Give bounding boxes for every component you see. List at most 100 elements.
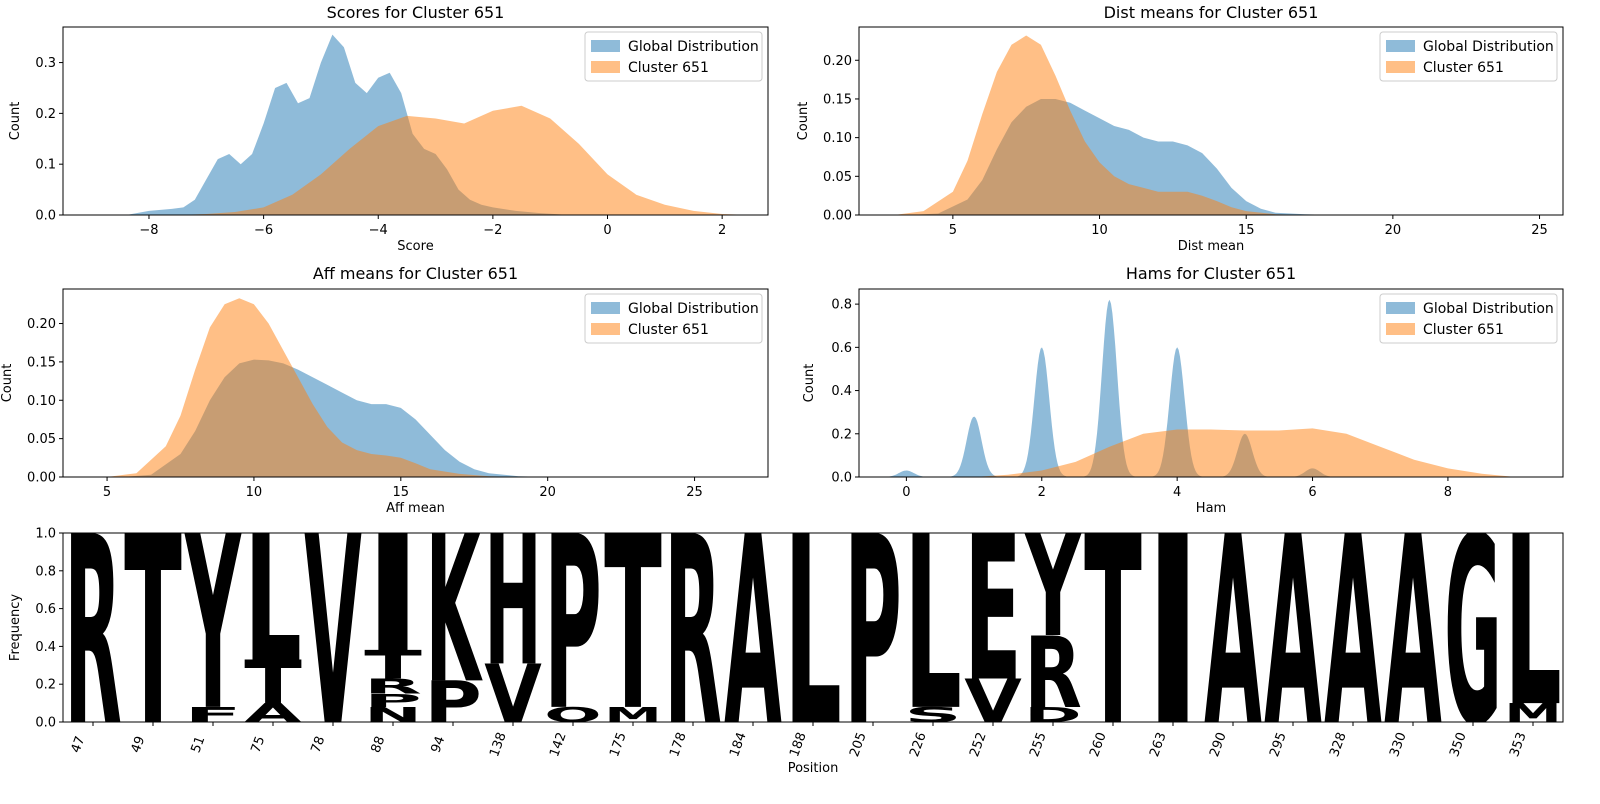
logo-letter: V <box>304 481 362 783</box>
x-tick-label: 260 <box>1087 730 1110 758</box>
x-tick-label: 330 <box>1387 730 1410 758</box>
x-tick-label: 75 <box>249 734 269 755</box>
x-tick-label: 51 <box>189 734 209 755</box>
x-tick-label: 175 <box>607 730 630 758</box>
legend: Global Distribution Cluster 651 <box>1379 293 1558 344</box>
density-area-cluster <box>107 298 519 477</box>
logo-letter: E <box>964 495 1022 727</box>
x-tick-label: 15 <box>1238 223 1255 238</box>
x-tick-label: 350 <box>1447 730 1470 758</box>
x-tick-label: 255 <box>1027 730 1050 758</box>
x-axis-label: Ham <box>1196 501 1226 516</box>
logo-letter: R <box>364 674 422 698</box>
x-tick-label: 20 <box>539 485 556 500</box>
y-tick-label: 0.05 <box>27 432 56 447</box>
density-area-cluster <box>177 105 751 215</box>
y-tick-label: 0.2 <box>831 427 852 442</box>
y-tick-label: 0.20 <box>27 317 56 332</box>
logo-letter: T <box>364 643 422 688</box>
legend-label: Cluster 651 <box>1423 322 1504 338</box>
y-tick-label: 0.1 <box>35 158 56 173</box>
y-tick-label: 0.0 <box>831 471 852 486</box>
x-axis-label: Position <box>788 761 839 776</box>
logo-letter: K <box>425 492 482 728</box>
y-tick-label: 0.8 <box>831 298 852 313</box>
x-tick-label: 328 <box>1327 730 1350 758</box>
logo-letter: M <box>604 703 662 727</box>
y-tick-label: 0.0 <box>35 209 56 224</box>
y-tick-label: 0.3 <box>35 56 56 71</box>
chart-title: Scores for Cluster 651 <box>327 3 505 22</box>
y-axis-label: Count <box>802 364 817 403</box>
logo-letter: T <box>1084 483 1142 784</box>
logo-letter: P <box>364 690 422 711</box>
y-tick-label: 0.15 <box>27 355 56 370</box>
logo-letter: I <box>364 503 422 689</box>
x-tick-label: 88 <box>369 734 389 755</box>
x-tick-label: 252 <box>967 730 990 758</box>
chart-panel-0: −8 −6 −4 −2 0 2 0.0 0.1 0.2 0.3 Score Count Scores f… <box>8 3 769 254</box>
chart-panel-2: 5 10 15 20 25 0.00 0.05 0.10 0.15 0.20 Aff mean Cou… <box>0 264 769 516</box>
logo-letter: R <box>64 482 122 784</box>
chart-title: Dist means for Cluster 651 <box>1104 3 1319 22</box>
x-tick-label: 290 <box>1207 730 1230 758</box>
logo-letter: N <box>364 703 422 727</box>
logo-letter: V <box>484 648 542 741</box>
chart-panel-1: 5 10 15 20 25 0.00 0.05 0.10 0.15 0.20 Dist mean Co… <box>796 3 1564 254</box>
legend-swatch <box>1386 61 1415 73</box>
x-tick-label: 78 <box>309 734 329 755</box>
x-axis-label: Aff mean <box>386 501 445 516</box>
x-tick-label: 15 <box>393 485 410 500</box>
x-tick-label: −8 <box>139 223 158 238</box>
x-tick-label: −4 <box>369 223 388 238</box>
legend-label: Global Distribution <box>628 39 759 55</box>
y-axis-label: Count <box>796 102 811 141</box>
legend-swatch <box>591 323 620 335</box>
density-area-cluster <box>894 35 1305 215</box>
y-tick-label: 0.4 <box>831 384 852 399</box>
x-tick-label: 353 <box>1507 730 1530 758</box>
logo-letter: Y <box>1024 505 1082 669</box>
x-tick-label: 47 <box>69 734 89 755</box>
x-tick-label: 184 <box>727 730 750 758</box>
x-tick-label: 188 <box>787 730 810 758</box>
x-tick-label: 6 <box>1308 485 1316 500</box>
logo-letter: R <box>1024 616 1082 731</box>
plot-frame <box>62 26 769 216</box>
x-tick-label: 25 <box>1531 223 1548 238</box>
legend-swatch <box>1386 302 1415 314</box>
logo-letter: A <box>1324 481 1382 783</box>
logo-letter: Y <box>184 486 241 763</box>
x-tick-label: 0 <box>902 485 910 500</box>
x-tick-label: 4 <box>1173 485 1181 500</box>
legend-box <box>1379 31 1558 82</box>
legend: Global Distribution Cluster 651 <box>584 31 763 82</box>
legend-swatch <box>1386 323 1415 335</box>
density-area-global <box>126 34 585 215</box>
x-tick-label: 2 <box>1038 485 1046 500</box>
x-tick-label: 2 <box>718 223 726 238</box>
x-tick-label: 226 <box>907 730 930 758</box>
logo-letter: T <box>604 487 662 764</box>
logo-letter: L <box>244 499 302 701</box>
legend-label: Global Distribution <box>1423 39 1554 55</box>
logo-letter: A <box>1204 481 1262 783</box>
y-tick-label: 0.2 <box>35 107 56 122</box>
chart-title: Aff means for Cluster 651 <box>313 264 518 283</box>
logo-letter: V <box>964 666 1022 736</box>
plot-frame <box>858 288 1564 478</box>
legend-swatch <box>591 40 620 52</box>
y-tick-label: 0.0 <box>35 716 56 731</box>
y-tick-label: 0.00 <box>823 209 852 224</box>
logo-letter: A <box>724 481 782 783</box>
x-tick-label: 94 <box>429 734 449 755</box>
legend-swatch <box>591 61 620 73</box>
y-tick-label: 0.00 <box>27 471 56 486</box>
x-tick-label: 5 <box>103 485 111 500</box>
x-tick-label: 20 <box>1385 223 1402 238</box>
logo-letter: H <box>484 497 542 706</box>
logo-letter: A <box>1264 481 1322 783</box>
logo-letter: G <box>1444 482 1502 784</box>
